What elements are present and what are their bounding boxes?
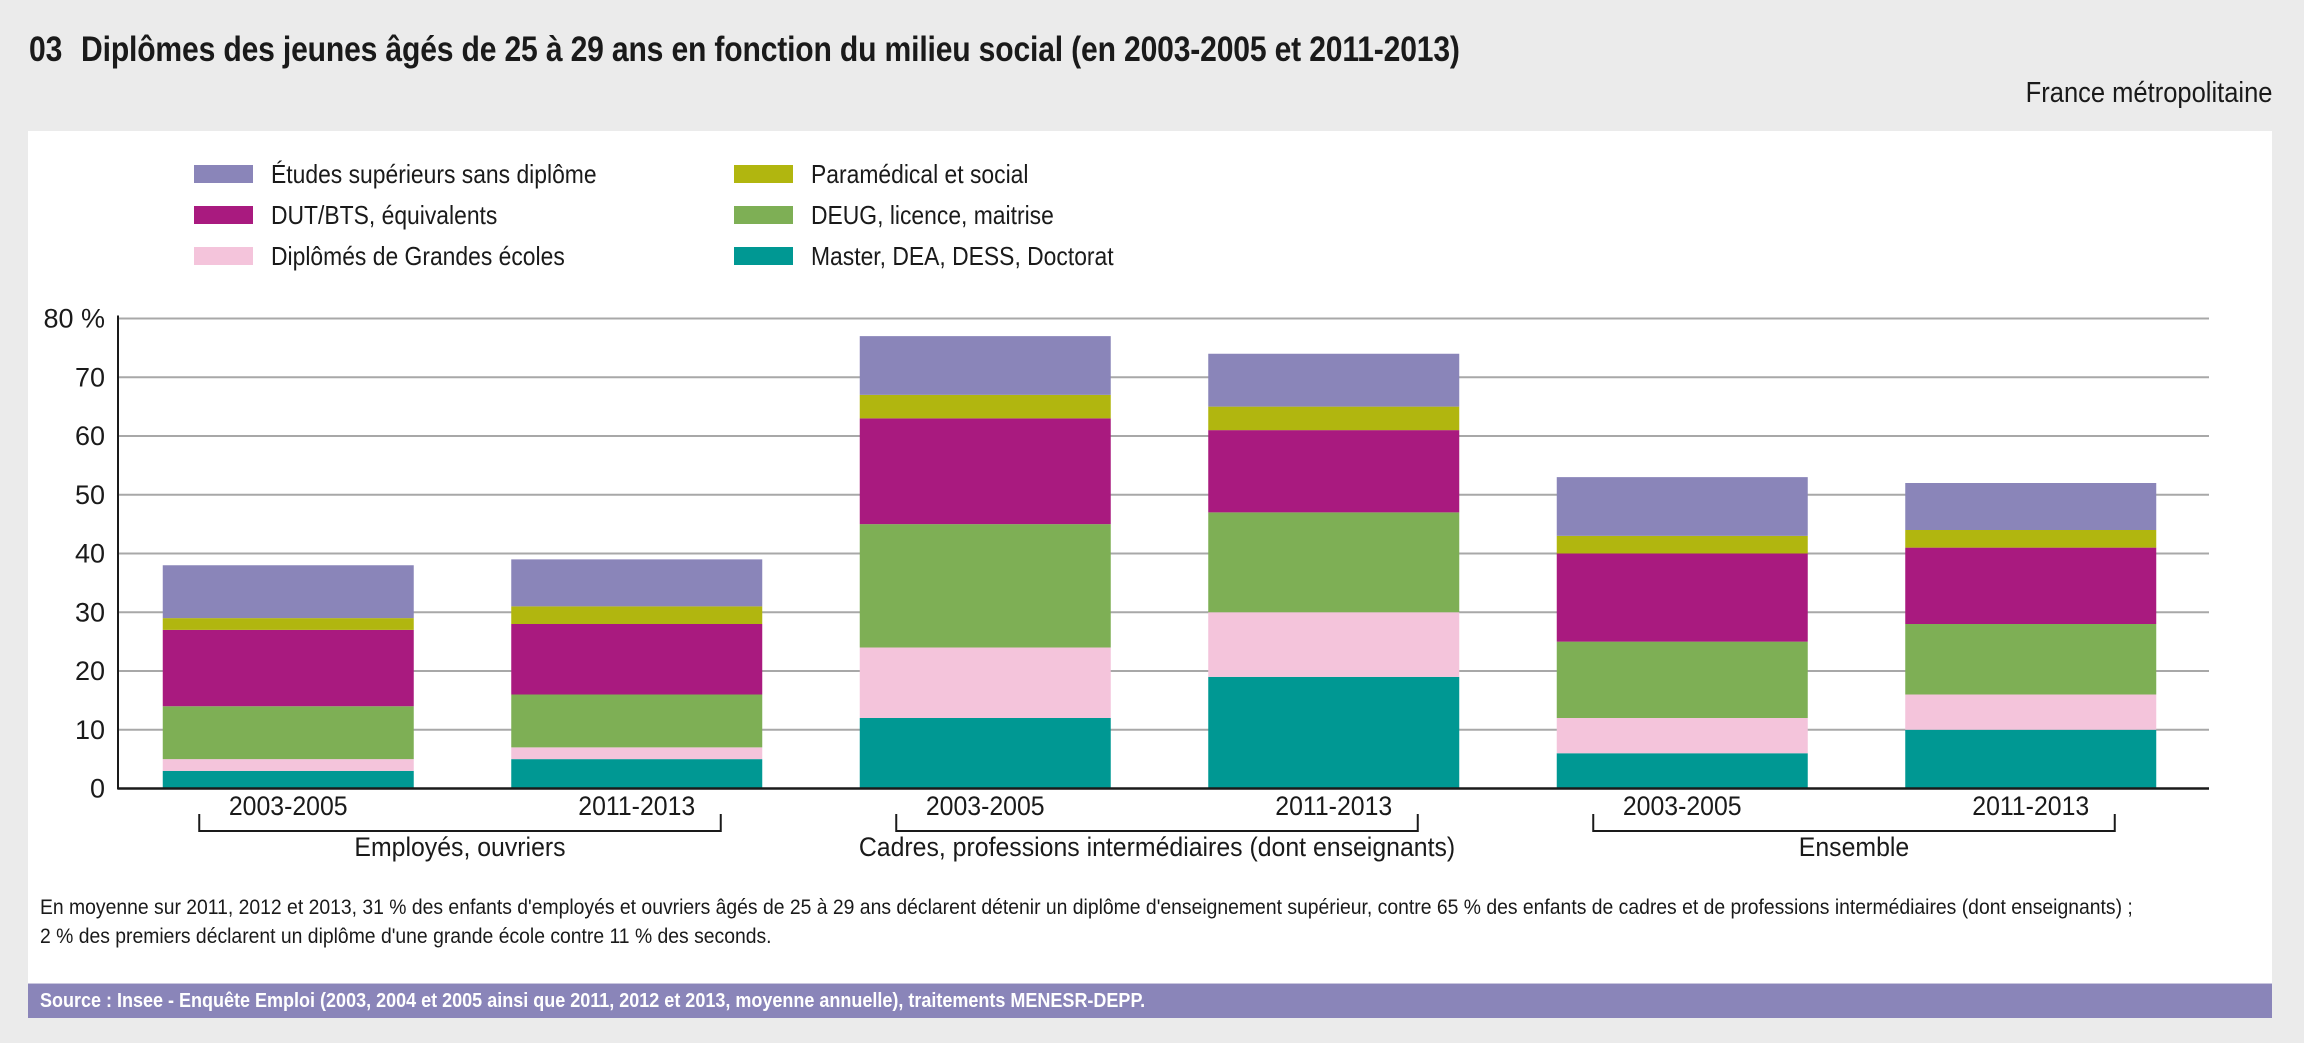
legend-swatch <box>734 247 793 265</box>
x-axis-labels: 2003-2005 2011-2013 2003-2005 2011-2013 2003… <box>198 792 2116 862</box>
gridlines <box>118 317 2209 731</box>
group-label: Ensemble <box>1799 833 1909 862</box>
legend-swatch <box>194 165 253 183</box>
bar-stack <box>162 565 414 789</box>
group-label: Cadres, professions intermédiaires (dont… <box>859 833 1455 862</box>
legend-label: Master, DEA, DESS, Doctorat <box>811 240 1114 271</box>
chart-panel <box>28 131 2272 983</box>
legend-swatch <box>734 165 793 183</box>
legend-swatch <box>734 206 793 224</box>
bar-segment-etudes-sans-diplome <box>859 336 1111 395</box>
legend-item-paramedical: Paramédical et social <box>734 159 1058 189</box>
bar-segment-paramedical <box>859 394 1111 419</box>
bar-segment-deug-licence <box>1556 641 1808 718</box>
figure-number: 03 <box>29 30 63 69</box>
bar-segment-paramedical <box>1208 406 1460 431</box>
bar-stack <box>859 336 1111 789</box>
y-tick-label: 40 <box>75 539 105 569</box>
bar-segment-deug-licence <box>1208 512 1460 613</box>
legend-item-dut-bts: DUT/BTS, équivalents <box>194 200 528 230</box>
bar-segment-deug-licence <box>162 706 414 760</box>
bar-segment-paramedical <box>1905 530 2157 548</box>
bar-segment-master-doctorat <box>162 770 414 789</box>
y-tick-label: 20 <box>75 656 105 686</box>
bar-segment-grandes-ecoles <box>1556 718 1808 754</box>
x-tick-label: 2011-2013 <box>1972 792 2089 821</box>
legend-label: DEUG, licence, maitrise <box>811 199 1054 230</box>
legend-item-etudes-sans-diplome: Études supérieurs sans diplôme <box>194 159 641 189</box>
bars <box>162 336 2157 789</box>
bar-stack <box>511 559 763 789</box>
legend-label: Diplômés de Grandes écoles <box>271 240 565 271</box>
x-tick-label: 2003-2005 <box>1623 792 1742 821</box>
y-tick-label: 30 <box>75 597 105 627</box>
bar-segment-master-doctorat <box>1208 676 1460 789</box>
bar-segment-dut-bts <box>511 624 763 695</box>
footnote-line-1: En moyenne sur 2011, 2012 et 2013, 31 % … <box>40 895 2133 919</box>
bar-segment-dut-bts <box>1905 547 2157 624</box>
bar-segment-master-doctorat <box>1556 753 1808 789</box>
bar-stack <box>1556 477 1808 789</box>
figure-title-text: Diplômes des jeunes âgés de 25 à 29 ans … <box>81 30 1460 69</box>
bar-segment-dut-bts <box>1208 430 1460 513</box>
bar-segment-deug-licence <box>511 694 763 748</box>
bar-stack <box>1905 483 2157 789</box>
x-tick-label: 2003-2005 <box>229 792 348 821</box>
bar-stack <box>1208 353 1460 789</box>
bar-segment-etudes-sans-diplome <box>1556 477 1808 536</box>
x-tick-label: 2011-2013 <box>1275 792 1392 821</box>
y-tick-label: 10 <box>75 715 105 745</box>
axes <box>117 315 2209 790</box>
bar-segment-dut-bts <box>1556 553 1808 642</box>
group-bracket <box>198 814 722 832</box>
bar-segment-grandes-ecoles <box>1905 694 2157 730</box>
legend-label: Études supérieurs sans diplôme <box>271 158 597 189</box>
y-axis-labels: 0 10 20 30 40 50 60 70 80 % <box>43 304 105 804</box>
bar-segment-grandes-ecoles <box>1208 612 1460 677</box>
bar-segment-paramedical <box>162 618 414 630</box>
bar-segment-deug-licence <box>859 524 1111 648</box>
y-tick-label: 60 <box>75 421 105 451</box>
bar-segment-paramedical <box>1556 535 1808 554</box>
legend-item-master-doctorat: Master, DEA, DESS, Doctorat <box>734 241 1155 271</box>
bar-segment-dut-bts <box>859 418 1111 525</box>
bar-segment-etudes-sans-diplome <box>511 559 763 607</box>
source-bar: Source : Insee - Enquête Emploi (2003, 2… <box>28 983 2272 1018</box>
legend-item-deug-licence: DEUG, licence, maitrise <box>734 200 1087 230</box>
legend-label: Paramédical et social <box>811 158 1029 189</box>
figure-title: 03 Diplômes des jeunes âgés de 25 à 29 an… <box>29 30 1460 70</box>
bar-segment-grandes-ecoles <box>162 759 414 771</box>
legend-swatch <box>194 206 253 224</box>
group-label: Employés, ouvriers <box>354 833 565 862</box>
bar-segment-master-doctorat <box>511 759 763 789</box>
footnote: En moyenne sur 2011, 2012 et 2013, 31 % … <box>40 893 2133 951</box>
y-tick-label: 70 <box>75 362 105 392</box>
y-tick-label: 0 <box>90 774 105 804</box>
bar-segment-etudes-sans-diplome <box>1905 483 2157 530</box>
bar-segment-master-doctorat <box>859 718 1111 789</box>
legend-item-grandes-ecoles: Diplômés de Grandes écoles <box>194 241 605 271</box>
group-bracket <box>895 814 1419 832</box>
bar-segment-grandes-ecoles <box>511 747 763 760</box>
bar-segment-etudes-sans-diplome <box>1208 353 1460 407</box>
bar-segment-etudes-sans-diplome <box>162 565 414 619</box>
y-tick-label: 50 <box>75 480 105 510</box>
region-label: France métropolitaine <box>2025 77 2272 109</box>
bar-segment-deug-licence <box>1905 624 2157 695</box>
x-tick-label: 2011-2013 <box>578 792 695 821</box>
bar-segment-dut-bts <box>162 629 414 707</box>
legend-swatch <box>194 247 253 265</box>
legend-label: DUT/BTS, équivalents <box>271 199 498 230</box>
footnote-line-2: 2 % des premiers déclarent un diplôme d'… <box>40 924 772 948</box>
bar-segment-paramedical <box>511 606 763 624</box>
source-text: Source : Insee - Enquête Emploi (2003, 2… <box>40 990 1146 1012</box>
x-tick-label: 2003-2005 <box>926 792 1045 821</box>
bar-segment-master-doctorat <box>1905 729 2157 789</box>
y-tick-label: 80 % <box>43 304 105 334</box>
group-bracket <box>1592 814 2116 832</box>
bar-segment-grandes-ecoles <box>859 647 1111 718</box>
